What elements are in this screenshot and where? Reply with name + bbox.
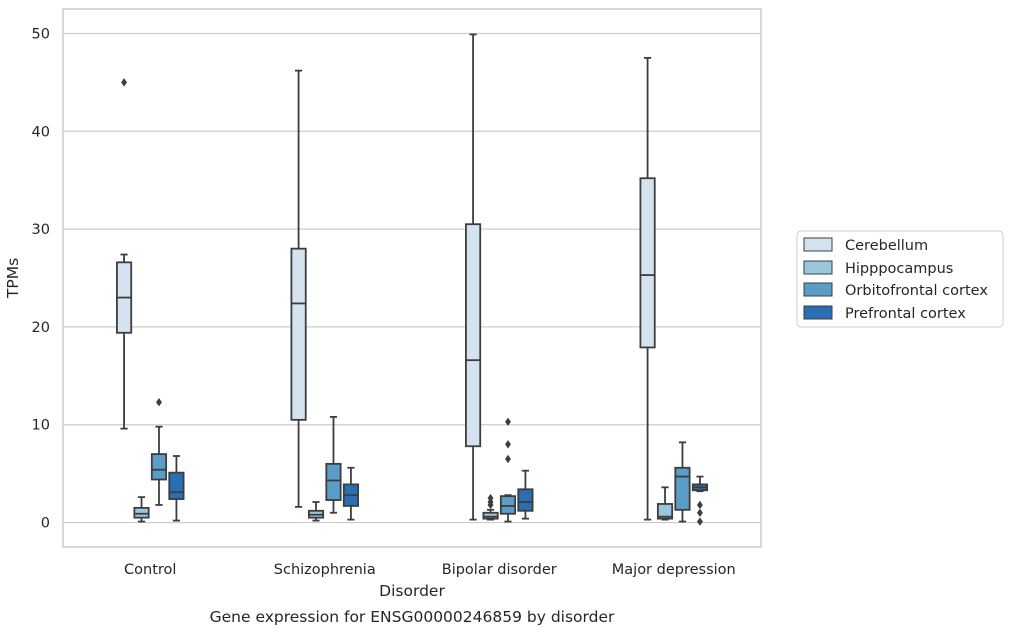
box-control-hipppocampus-iqr (133, 506, 150, 519)
legend-label-orbitofrontal-cortex: Orbitofrontal cortex (845, 283, 988, 299)
box-bipolar-disorder-prefrontal-cortex-iqr (517, 488, 534, 512)
box-control-orbitofrontal-cortex-outlier-0 (156, 398, 162, 407)
box-bipolar-disorder-orbitofrontal-cortex (499, 417, 517, 523)
x-tick-label-major-depression: Major depression (612, 562, 736, 578)
box-control-cerebellum (116, 78, 133, 430)
legend-swatch-orbitofrontal-cortex (803, 282, 833, 297)
y-tick-label-0: 0 (41, 516, 50, 532)
legend-label-cerebellum: Cerebellum (845, 238, 928, 254)
box-major-depression-orbitofrontal-cortex-iqr (674, 466, 691, 511)
box-bipolar-disorder-prefrontal-cortex (517, 469, 534, 520)
box-major-depression-prefrontal-cortex-outlier-2 (696, 500, 703, 510)
chart-caption: Gene expression for ENSG00000246859 by d… (210, 608, 615, 626)
legend-swatch-hippocampus (803, 260, 833, 275)
legend-label-hippocampus: Hipppocampus (845, 261, 953, 277)
gridlines (63, 32, 761, 524)
box-schizophrenia-cerebellum-iqr (290, 247, 307, 421)
box-control-prefrontal-cortex-iqr (168, 471, 185, 500)
box-major-depression-cerebellum (639, 57, 656, 521)
box-major-depression-cerebellum-iqr (639, 177, 656, 349)
box-major-depression-hipppocampus (656, 486, 674, 521)
box-bipolar-disorder-hipppocampus-outlier-2 (487, 493, 494, 503)
box-bipolar-disorder-cerebellum-iqr (465, 223, 482, 448)
legend-label-prefrontal-cortex: Prefrontal cortex (845, 306, 966, 322)
box-schizophrenia-hipppocampus (307, 501, 325, 522)
x-tick-label-bipolar-disorder: Bipolar disorder (442, 562, 557, 578)
box-control-prefrontal-cortex (168, 455, 185, 522)
box-control-hipppocampus (133, 496, 150, 523)
box-major-depression-prefrontal-cortex (691, 475, 708, 526)
box-bipolar-disorder-hipppocampus-iqr (482, 511, 499, 520)
box-bipolar-disorder-orbitofrontal-cortex-outlier-0 (505, 454, 511, 464)
box-control-cerebellum-outlier-0 (121, 78, 128, 87)
plot-frame (62, 8, 762, 548)
box-major-depression-prefrontal-cortex-outlier-1 (696, 508, 703, 517)
x-tick-label-schizophrenia: Schizophrenia (274, 562, 376, 578)
box-control-orbitofrontal-cortex-iqr (150, 453, 168, 481)
x-axis-title: Disorder (379, 582, 445, 600)
legend: Cerebellum Hipppocampus Orbitofrontal co… (796, 230, 1004, 328)
y-tick-label-50: 50 (32, 26, 50, 42)
box-major-depression-prefrontal-cortex-outlier-0 (696, 517, 703, 526)
box-schizophrenia-orbitofrontal-cortex (325, 416, 342, 514)
box-schizophrenia-prefrontal-cortex (342, 466, 359, 521)
box-schizophrenia-orbitofrontal-cortex-iqr (325, 462, 342, 501)
y-tick-label-40: 40 (32, 124, 50, 140)
legend-swatch-cerebellum (803, 237, 833, 252)
x-tick-label-control: Control (124, 562, 176, 578)
y-tick-label-10: 10 (32, 418, 50, 434)
box-bipolar-disorder-cerebellum (465, 33, 482, 521)
box-bipolar-disorder-hipppocampus (482, 493, 499, 521)
y-tick-label-20: 20 (32, 320, 50, 336)
y-tick-label-30: 30 (32, 222, 50, 238)
legend-frame (796, 230, 1004, 328)
y-axis-ticks: 0 10 20 30 40 50 (32, 26, 50, 531)
box-bipolar-disorder-orbitofrontal-cortex-iqr (499, 495, 517, 515)
box-schizophrenia-cerebellum (290, 69, 307, 508)
legend-swatch-prefrontal-cortex (803, 305, 833, 320)
box-control-orbitofrontal-cortex (150, 398, 168, 506)
box-major-depression-orbitofrontal-cortex (674, 441, 691, 523)
box-bipolar-disorder-orbitofrontal-cortex-outlier-1 (505, 440, 511, 449)
box-marks (116, 33, 708, 526)
x-axis-ticks: Control Schizophrenia Bipolar disorder Majo… (124, 562, 736, 578)
box-bipolar-disorder-orbitofrontal-cortex-outlier-2 (505, 417, 511, 426)
box-major-depression-hipppocampus-iqr (656, 503, 674, 520)
y-axis-title: TPMs (4, 258, 22, 299)
